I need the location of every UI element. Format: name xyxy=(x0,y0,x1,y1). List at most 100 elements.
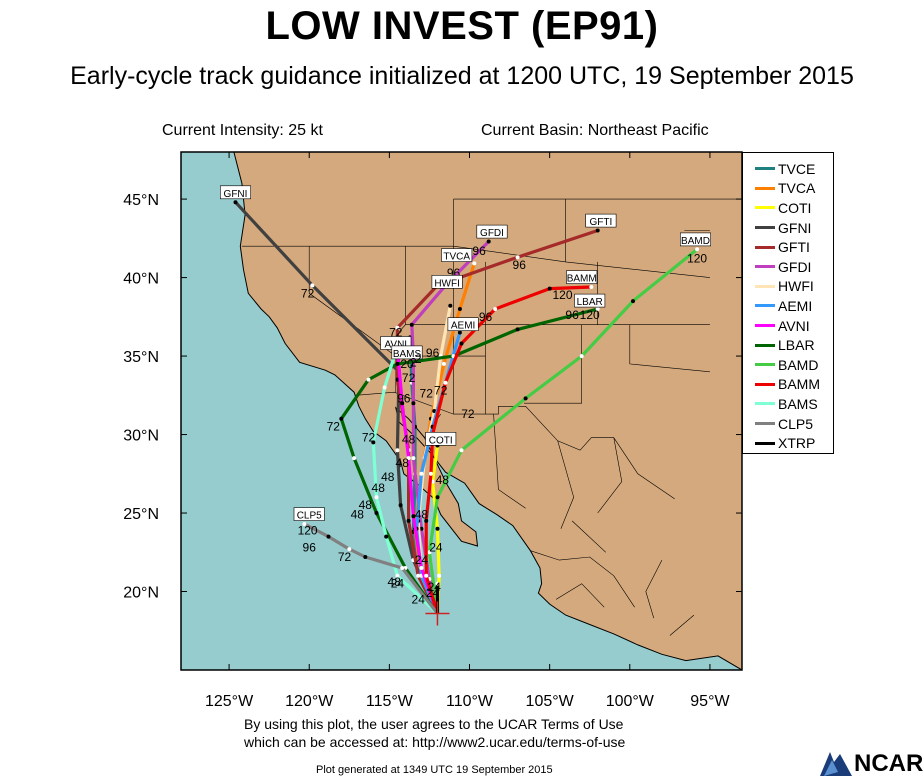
track-point-gfdi xyxy=(486,239,491,244)
border-line xyxy=(493,414,526,509)
legend-item-tvca: TVCA xyxy=(743,179,833,199)
label-gfdi-box xyxy=(476,224,508,239)
longitude-axis: 125°W 120°W 115°W 110°W 105°W 100°W 95°W xyxy=(205,152,730,710)
label-xtrp: 24 xyxy=(426,586,440,600)
track-point-clp5 xyxy=(363,555,368,559)
forecast-hour-label: 72 xyxy=(389,326,403,340)
track-point-hwfi xyxy=(448,303,453,308)
track-point-lbar xyxy=(395,361,400,366)
forecast-hour-label: 24 xyxy=(415,553,429,567)
x-tick-label: 110°W xyxy=(446,693,494,710)
legend-swatch xyxy=(755,167,775,171)
legend-swatch xyxy=(755,382,775,386)
label-lbar-box xyxy=(574,293,606,308)
forecast-hour-label: 72 xyxy=(402,371,416,385)
legend-label: AVNI xyxy=(778,317,810,334)
plot-title: LOW INVEST (EP91) xyxy=(265,4,659,48)
label-tvca: TVCA xyxy=(443,252,470,263)
forecast-hour-label: 48 xyxy=(396,456,410,470)
legend-label: GFNI xyxy=(778,219,812,236)
legend-swatch xyxy=(755,422,775,426)
label-clp5-box xyxy=(293,507,325,521)
x-tick-label: 125°W xyxy=(205,693,254,710)
track-bamd xyxy=(427,248,699,614)
border-line xyxy=(530,550,635,608)
label-gfti-box xyxy=(585,213,617,228)
label-gfni-box xyxy=(220,185,252,200)
label-bamm: 120 xyxy=(552,288,572,302)
forecast-hour-label: 24 xyxy=(428,580,442,594)
legend-swatch xyxy=(755,304,775,308)
label-gfti: GFTI xyxy=(590,217,613,228)
track-point-bams xyxy=(395,573,400,578)
legend-label: TVCE xyxy=(778,160,816,177)
ncar-logo: NCAR xyxy=(818,748,923,778)
label-aemi-box xyxy=(447,317,479,332)
legend-item-tvce: TVCE xyxy=(743,159,833,179)
label-coti: COTI xyxy=(429,435,453,446)
track-point-bamm xyxy=(429,471,433,476)
label-lbar: 96 xyxy=(565,308,579,322)
track-point-gfni xyxy=(395,448,400,453)
track-point-gfti xyxy=(515,255,520,260)
track-bamm xyxy=(424,285,592,614)
track-point-clp5 xyxy=(302,522,307,526)
label-hwfi-box xyxy=(431,274,463,289)
forecast-hour-label: 2 xyxy=(410,355,417,369)
legend-swatch xyxy=(755,186,775,190)
label-gfdi: GFDI xyxy=(480,228,504,239)
label-coti-box xyxy=(425,431,457,446)
terms-line-1: By using this plot, the user agrees to t… xyxy=(244,716,624,732)
current-basin: Current Basin: Northeast Pacific xyxy=(481,122,709,139)
label-lbar: LBAR xyxy=(577,297,603,308)
model-legend: TVCE TVCA COTI GFNI GFTI GFDI HWFI AEMI AVNI LBAR… xyxy=(742,152,834,454)
track-point-aemi xyxy=(457,330,462,335)
label-bams: BAMS xyxy=(393,349,422,360)
track-point-gfni xyxy=(310,283,315,288)
track-point-coti xyxy=(435,526,440,531)
legend-item-hwfi: HWFI xyxy=(743,277,833,297)
label-lbar: 120 xyxy=(580,308,600,322)
label-bamm: 96 xyxy=(479,310,493,324)
legend-swatch xyxy=(755,441,775,445)
track-point-bamm xyxy=(589,285,594,289)
legend-swatch xyxy=(755,363,775,367)
track-point-bamm xyxy=(424,518,429,523)
forecast-hour-label: 48 xyxy=(351,508,365,522)
current-intensity: Current Intensity: 25 kt xyxy=(162,122,323,139)
track-point-lbar xyxy=(352,456,357,461)
border-line xyxy=(645,559,663,619)
label-bamd: 120 xyxy=(687,252,707,266)
y-tick-label: 20°N xyxy=(123,585,159,602)
legend-label: LBAR xyxy=(778,337,815,354)
track-point-bamd xyxy=(523,396,528,401)
legend-label: GFDI xyxy=(778,258,812,275)
label-clp5: 72 xyxy=(338,550,352,564)
track-point-bams xyxy=(371,440,376,445)
track-point-gfti xyxy=(395,325,400,330)
track-point-lbar xyxy=(374,511,379,515)
label-gfni: 72 xyxy=(301,286,315,300)
label-bamd-box xyxy=(679,232,711,247)
label-bamm: 72 xyxy=(434,384,448,398)
track-point-aemi xyxy=(419,471,424,476)
label-aemi: AEMI xyxy=(451,321,475,332)
x-tick-label: 115°W xyxy=(366,693,414,710)
track-point-lbar xyxy=(339,416,344,421)
forecast-hour-label: 24 xyxy=(429,541,443,555)
track-point-gfdi xyxy=(411,456,416,461)
legend-label: CLP5 xyxy=(778,415,814,432)
legend-item-coti: COTI xyxy=(743,198,833,218)
x-tick-label: 95°W xyxy=(690,693,730,710)
land-mass xyxy=(181,152,742,670)
track-point-clp5 xyxy=(400,566,405,570)
label-bams: 72 xyxy=(362,431,376,445)
forecast-hour-label: 96 xyxy=(397,391,411,405)
track-point-gfti xyxy=(395,377,400,382)
legend-swatch xyxy=(755,284,775,288)
legend-swatch xyxy=(755,324,775,328)
legend-label: HWFI xyxy=(778,278,814,295)
label-gfdi: 96 xyxy=(472,244,486,258)
ncar-logo-icon xyxy=(820,752,852,776)
